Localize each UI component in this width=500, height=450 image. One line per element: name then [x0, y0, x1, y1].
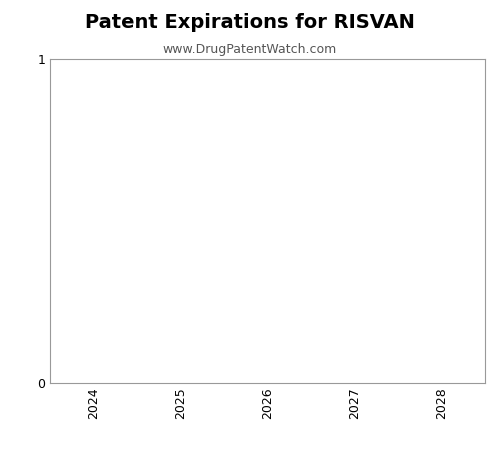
Text: www.DrugPatentWatch.com: www.DrugPatentWatch.com	[163, 43, 337, 56]
Text: Patent Expirations for RISVAN: Patent Expirations for RISVAN	[85, 14, 415, 32]
